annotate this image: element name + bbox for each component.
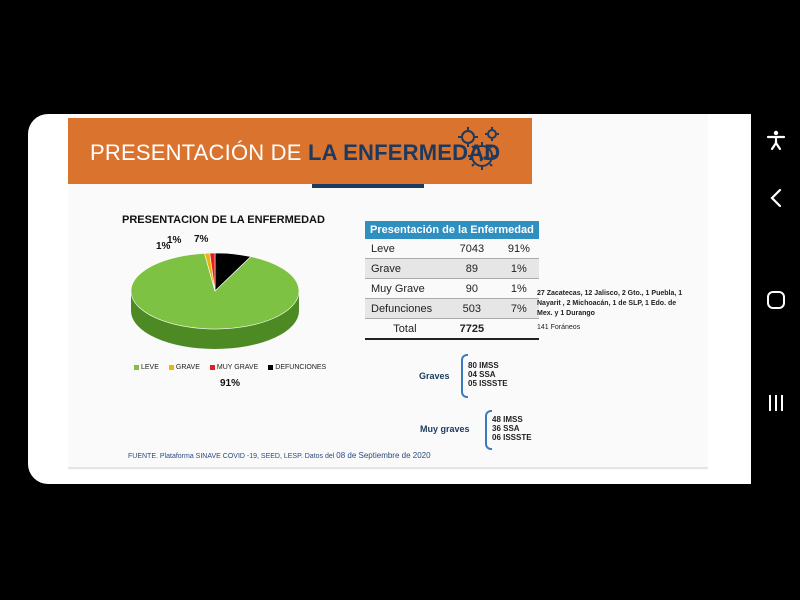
back-button[interactable]	[760, 182, 792, 214]
pie-label-defunciones: 7%	[194, 234, 209, 245]
table-row: Leve 7043 91%	[365, 239, 539, 259]
slide-divider	[68, 467, 708, 469]
row-pct: 7%	[498, 298, 539, 319]
home-icon	[767, 291, 785, 309]
title-underline	[312, 184, 424, 188]
accessibility-button[interactable]	[760, 124, 792, 156]
source-prefix: FUENTE. Plataforma SINAVE COVID -19, SEE…	[128, 453, 337, 460]
title-banner: PRESENTACIÓN DE LA ENFERMEDAD	[68, 118, 532, 184]
row-label: Defunciones	[365, 298, 445, 319]
home-button[interactable]	[760, 284, 792, 316]
pie-label-muy-grave: 1%	[167, 235, 182, 246]
legend-item: MUY GRAVE	[209, 364, 259, 371]
legend-label: GRAVE	[175, 364, 200, 371]
recents-icon	[769, 395, 783, 411]
chart-title: PRESENTACION DE LA ENFERMEDAD	[122, 214, 325, 226]
row-count: 7043	[444, 239, 499, 259]
page-title: PRESENTACIÓN DE LA ENFERMEDAD	[90, 140, 500, 166]
muy-graves-list: 48 IMSS 36 SSA 06 ISSSTE	[492, 415, 532, 442]
total-empty	[498, 318, 539, 340]
accessibility-icon	[766, 130, 786, 151]
muy-graves-item: 06 ISSSTE	[492, 433, 532, 442]
graves-item: 05 ISSSTE	[468, 379, 508, 388]
muy-graves-label: Muy graves	[420, 424, 470, 434]
presentation-screen: PRESENTACIÓN DE LA ENFERMEDAD PRESENTACI	[28, 114, 751, 484]
row-count: 89	[444, 258, 499, 279]
legend-swatch-grave	[168, 365, 174, 370]
table-row: Defunciones 503 7%	[365, 298, 539, 319]
source-note: FUENTE. Plataforma SINAVE COVID -19, SEE…	[128, 451, 431, 460]
table-header: Presentación de la Enfermedad	[365, 221, 539, 239]
recents-button[interactable]	[760, 387, 792, 419]
legend-item: DEFUNCIONES	[268, 364, 326, 371]
graves-item: 80 IMSS	[468, 361, 499, 370]
legend-item: LEVE	[134, 364, 159, 371]
legend-swatch-muy-grave	[209, 365, 215, 370]
row-label: Leve	[365, 239, 445, 259]
table-row: Grave 89 1%	[365, 258, 539, 279]
table-row: Muy Grave 90 1%	[365, 278, 539, 299]
source-date: 08 de Septiembre de 2020	[336, 451, 431, 460]
legend-item: GRAVE	[168, 364, 200, 371]
graves-label: Graves	[419, 371, 450, 381]
chart-legend: LEVE GRAVE MUY GRAVE DEFUNCIONES	[134, 364, 326, 371]
muy-graves-brace	[485, 410, 492, 450]
table-total-row: Total 7725	[365, 318, 539, 340]
total-label: Total	[365, 318, 445, 340]
row-count: 503	[444, 298, 499, 319]
row-label: Muy Grave	[365, 278, 445, 299]
legend-label: LEVE	[141, 364, 159, 371]
foraneos-count: 141 Foráneos	[537, 324, 581, 331]
data-table: Presentación de la Enfermedad Leve 7043 …	[365, 221, 539, 340]
graves-item: 04 SSA	[468, 370, 496, 379]
legend-label: MUY GRAVE	[216, 364, 259, 371]
row-pct: 1%	[498, 258, 539, 279]
row-pct: 91%	[498, 239, 539, 259]
back-icon	[770, 188, 782, 208]
muy-graves-item: 36 SSA	[492, 424, 520, 433]
row-pct: 1%	[498, 278, 539, 299]
android-nav-bar	[756, 114, 796, 484]
graves-brace	[461, 354, 468, 398]
row-label: Grave	[365, 258, 445, 279]
total-value: 7725	[444, 318, 499, 340]
title-part1: PRESENTACIÓN DE	[90, 140, 308, 165]
muy-graves-item: 48 IMSS	[492, 415, 523, 424]
virus-icon	[458, 127, 499, 170]
slide: PRESENTACIÓN DE LA ENFERMEDAD PRESENTACI	[68, 114, 708, 470]
pie-chart	[130, 252, 300, 349]
graves-list: 80 IMSS 04 SSA 05 ISSSTE	[468, 361, 508, 388]
legend-label: DEFUNCIONES	[275, 364, 327, 371]
pie-slice-muy-grave	[209, 252, 216, 292]
pie-label-grave: 1%	[156, 241, 171, 252]
foraneos-note: 27 Zacatecas, 12 Jalisco, 2 Gto., 1 Pueb…	[537, 290, 683, 317]
pie-label-leve: 91%	[220, 378, 241, 389]
legend-swatch-leve	[134, 365, 139, 370]
row-count: 90	[444, 278, 499, 299]
legend-swatch-defunciones	[268, 365, 274, 370]
pie-slice-leve	[130, 252, 300, 330]
